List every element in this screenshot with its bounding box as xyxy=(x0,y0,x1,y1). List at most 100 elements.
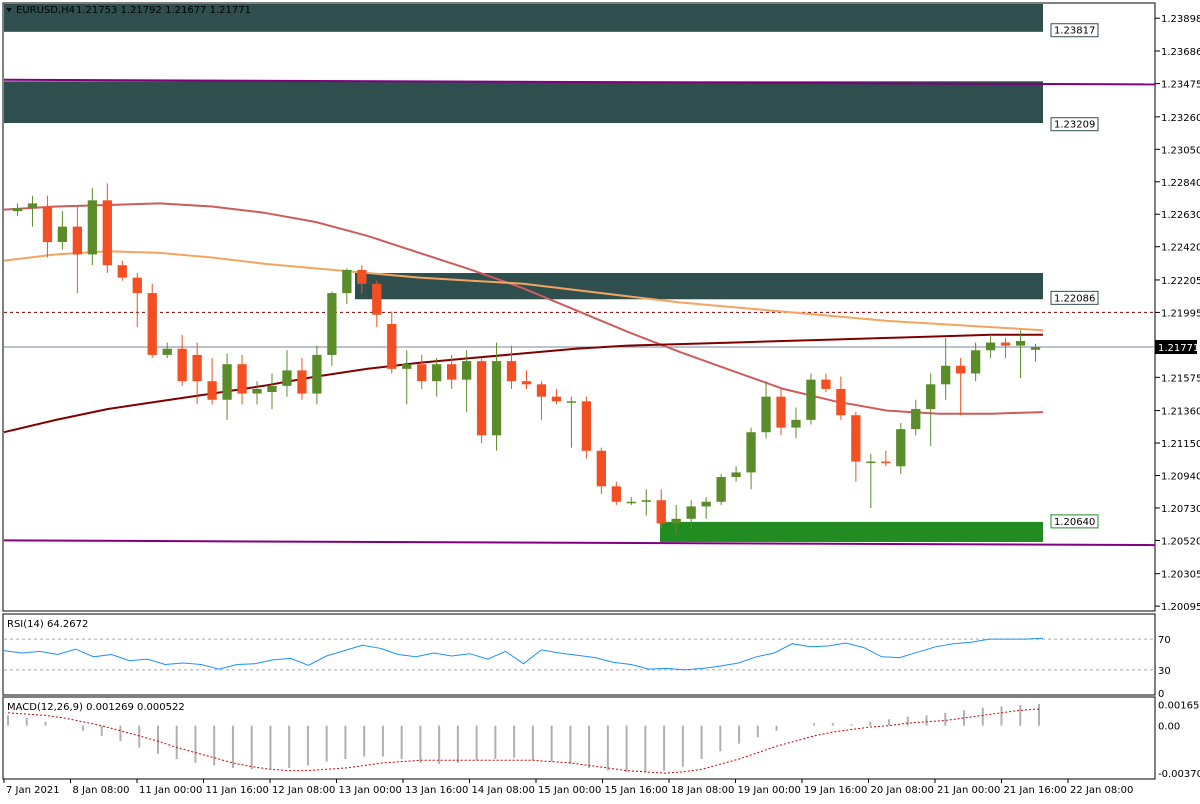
candle xyxy=(596,447,606,495)
price-tick-label: 1.23898 xyxy=(1161,14,1200,25)
candle-body xyxy=(521,381,532,385)
candle xyxy=(327,291,337,366)
symbol-label: EURUSD,H4 xyxy=(16,5,75,16)
price-tick-label: 1.21995 xyxy=(1161,308,1200,319)
candle-body xyxy=(806,379,816,420)
candle xyxy=(836,376,846,420)
candle-body xyxy=(821,379,831,389)
candle xyxy=(27,195,38,227)
price-tick-label: 1.23260 xyxy=(1161,113,1200,124)
candle-body xyxy=(132,277,142,294)
dropdown-triangle-icon[interactable] xyxy=(6,8,12,12)
candle xyxy=(237,354,247,405)
time-tick-label: 15 Jan 16:00 xyxy=(605,785,668,796)
candle-body xyxy=(42,206,53,243)
time-tick-label: 19 Jan 16:00 xyxy=(804,785,867,796)
candle-body xyxy=(491,361,502,436)
candle xyxy=(956,358,966,416)
price-label-box xyxy=(1050,514,1099,529)
price-label-text: 1.23817 xyxy=(1054,26,1095,37)
ohlc-values: 1.21753 1.21792 1.21677 1.21771 xyxy=(76,5,251,16)
candle xyxy=(896,422,906,474)
macd-tick-label: -0.003702 xyxy=(1158,769,1200,780)
candle xyxy=(387,311,397,374)
price-tick-label: 1.20940 xyxy=(1161,472,1200,483)
price-labels-layer: 1.23817 1.23209 1.22086 1.20640 1.21771 xyxy=(1050,23,1199,529)
macd-layer: 0.001658 0.00 -0.003702 xyxy=(7,700,1200,780)
ma-layer xyxy=(3,202,1044,434)
candle xyxy=(581,396,592,459)
candle-body xyxy=(297,370,307,394)
rsi-layer: 70 30 0 xyxy=(3,635,1171,700)
candle-body xyxy=(12,208,23,212)
macd-signal-line xyxy=(7,708,1040,774)
candle-body xyxy=(746,432,756,473)
candle-body xyxy=(581,401,592,451)
candle xyxy=(132,272,142,328)
candle xyxy=(686,500,696,529)
candle xyxy=(851,412,861,482)
rsi-pane[interactable] xyxy=(2,613,1156,696)
candle xyxy=(746,427,756,490)
zone-0 xyxy=(4,4,1043,32)
candle-body xyxy=(776,396,786,428)
candle xyxy=(671,504,681,535)
time-tick-label: 18 Jan 08:00 xyxy=(671,785,734,796)
candle-body xyxy=(147,293,157,355)
price-tick-label: 1.23050 xyxy=(1161,145,1200,156)
candle-body xyxy=(941,365,951,385)
candle xyxy=(102,183,112,273)
candle xyxy=(402,350,412,405)
candle xyxy=(866,453,876,508)
candle xyxy=(881,450,891,467)
candle-body xyxy=(716,477,726,502)
candle-body xyxy=(851,415,861,462)
candle-body xyxy=(372,283,382,315)
candle xyxy=(297,358,307,400)
time-tick-label: 12 Jan 08:00 xyxy=(272,785,335,796)
candle-body xyxy=(357,269,367,284)
time-axis: 7 Jan 2021 8 Jan 08:00 11 Jan 00:00 11 Jan … xyxy=(3,779,1133,796)
price-tick-label: 1.20520 xyxy=(1161,536,1200,547)
candle xyxy=(57,211,68,250)
candle xyxy=(776,388,786,436)
price-tick-label: 1.23686 xyxy=(1161,47,1200,58)
candle xyxy=(491,342,502,451)
candle xyxy=(626,497,636,505)
candle xyxy=(476,358,487,444)
zones-layer xyxy=(4,4,1043,542)
candle xyxy=(641,489,651,516)
price-axis: 1.23898 1.23686 1.23475 1.23260 1.23050 1.228… xyxy=(1155,14,1200,613)
candle xyxy=(806,373,816,425)
price-label-text: 1.23209 xyxy=(1054,120,1095,131)
candle xyxy=(731,466,741,482)
candle-body xyxy=(611,486,621,502)
candle-body xyxy=(222,364,232,400)
candle-body xyxy=(1030,347,1041,350)
rsi-title: RSI(14) 64.2672 xyxy=(7,619,88,630)
macd-tick-label: 0.001658 xyxy=(1158,700,1200,711)
candle xyxy=(761,381,771,439)
candle xyxy=(192,342,202,405)
candle xyxy=(432,358,442,397)
candle xyxy=(42,195,53,258)
rsi-tick-label: 0 xyxy=(1158,689,1164,700)
candle-body xyxy=(27,203,38,209)
candle-body xyxy=(956,365,966,374)
macd-tick-label: 0.00 xyxy=(1158,722,1180,733)
time-tick-label: 20 Jan 08:00 xyxy=(871,785,934,796)
candle xyxy=(87,187,97,266)
moving-average-2 xyxy=(3,333,1043,434)
candle xyxy=(1030,343,1041,362)
candle xyxy=(12,203,23,216)
time-tick-label: 21 Jan 16:00 xyxy=(1004,785,1067,796)
price-tick-label: 1.22205 xyxy=(1161,276,1200,287)
candle-body xyxy=(312,354,322,394)
candle-body xyxy=(72,226,83,255)
rsi-tick-label: 70 xyxy=(1158,635,1171,646)
candle-body xyxy=(536,384,547,397)
chart-header: EURUSD,H4 1.21753 1.21792 1.21677 1.2177… xyxy=(6,5,251,16)
price-tick-label: 1.21150 xyxy=(1161,439,1200,450)
